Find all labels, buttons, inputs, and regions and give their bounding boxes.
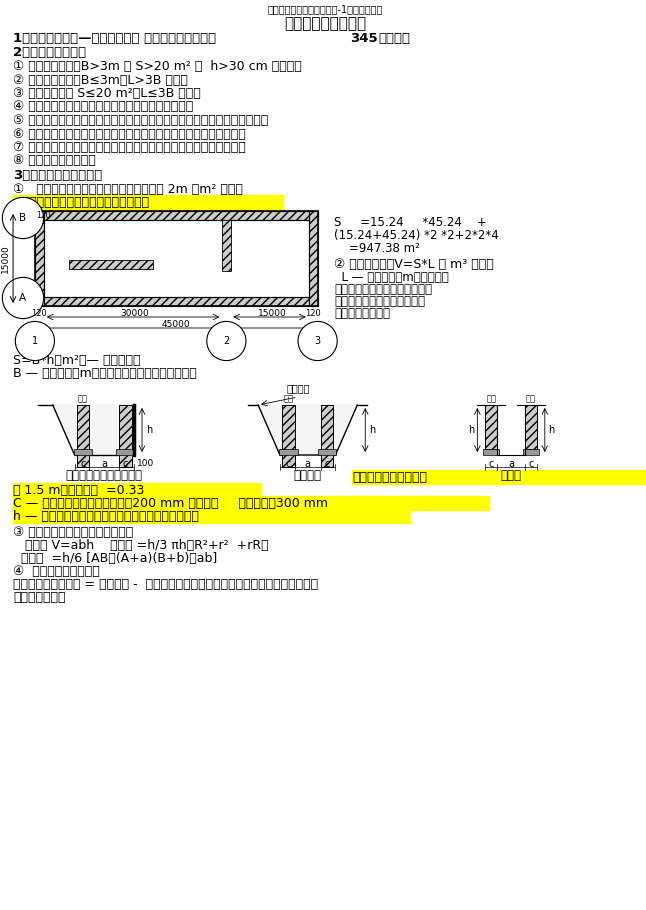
Text: ④  回填土按体积计算。: ④ 回填土按体积计算。 xyxy=(13,565,100,578)
Bar xyxy=(352,470,645,484)
Bar xyxy=(13,496,489,510)
Text: h: h xyxy=(548,425,554,435)
Bar xyxy=(309,211,318,306)
Text: 图示基础中心线长度计算，内墙: 图示基础中心线长度计算，内墙 xyxy=(335,283,432,296)
Text: h: h xyxy=(146,425,152,435)
Text: c: c xyxy=(528,459,534,469)
Polygon shape xyxy=(258,405,357,455)
Text: S=B*h（m²）— 沟槽截面积: S=B*h（m²）— 沟槽截面积 xyxy=(13,354,141,367)
Text: 按图示基础底宽加工作面宽度: 按图示基础底宽加工作面宽度 xyxy=(335,295,426,308)
Bar xyxy=(525,405,537,449)
Text: ④ 土方、地坑、地槽分干、湿土两类。土质有四种。: ④ 土方、地坑、地槽分干、湿土两类。土质有四种。 xyxy=(13,100,193,114)
Text: 第一节、土石方工程: 第一节、土石方工程 xyxy=(284,16,367,31)
Bar xyxy=(320,405,333,467)
Bar xyxy=(74,449,92,455)
Bar xyxy=(35,211,318,306)
Text: 墙基础及柱等）: 墙基础及柱等） xyxy=(13,591,65,604)
Text: ⑧ 余土外运、缺土内运: ⑧ 余土外运、缺土内运 xyxy=(13,155,96,167)
Text: 垫层: 垫层 xyxy=(526,394,536,403)
Text: 45000: 45000 xyxy=(162,320,191,329)
Bar xyxy=(13,509,410,523)
Text: S     =15.24     *45.24    +: S =15.24 *45.24 + xyxy=(335,216,487,229)
Text: ⑦ 平整场地指不符合挖土方、基槽、地坑的人工就地挖、填、找平。: ⑦ 平整场地指不符合挖土方、基槽、地坑的人工就地挖、填、找平。 xyxy=(13,141,246,154)
Text: 单面放坡、单面支挡土板: 单面放坡、单面支挡土板 xyxy=(66,469,143,482)
Text: h: h xyxy=(370,425,375,435)
Text: B — 沟槽宽度（m）按设计宽度加工作面宽度计算: B — 沟槽宽度（m）按设计宽度加工作面宽度计算 xyxy=(13,367,197,380)
Text: 3: 3 xyxy=(315,336,320,346)
Bar xyxy=(523,449,539,455)
Text: A: A xyxy=(19,293,26,303)
Bar xyxy=(279,449,298,455)
Bar xyxy=(77,405,89,467)
Bar xyxy=(485,405,497,449)
Text: ① 人工挖土方指：B>3m 或 S>20 m² 或  h>30 cm 的土方。: ① 人工挖土方指：B>3m 或 S>20 m² 或 h>30 cm 的土方。 xyxy=(13,60,302,73)
Bar xyxy=(44,220,309,297)
Text: 120: 120 xyxy=(36,211,50,220)
Text: a: a xyxy=(305,459,311,469)
Text: ①   平整场地按建筑物外墙外边线每边各加 2m 以m² 计算。: ① 平整场地按建筑物外墙外边线每边各加 2m 以m² 计算。 xyxy=(13,183,243,196)
Text: 不放坡: 不放坡 xyxy=(501,469,521,482)
Text: ② 人工挖沟槽指：B≤3m，L>3B 的挖土: ② 人工挖沟槽指：B≤3m，L>3B 的挖土 xyxy=(13,74,188,86)
Text: 1、了解本节内容—包含人工、机 械土石方两部份，共: 1、了解本节内容—包含人工、机 械土石方两部份，共 xyxy=(13,32,216,45)
Text: 345: 345 xyxy=(350,32,378,45)
Bar xyxy=(222,220,231,271)
Text: h: h xyxy=(468,425,474,435)
Text: ③ 人工挖基坑：按基坑体积计算。: ③ 人工挖基坑：按基坑体积计算。 xyxy=(13,526,133,539)
Bar xyxy=(318,449,337,455)
Text: 2: 2 xyxy=(224,336,229,346)
Text: (15.24+45.24) *2 *2+2*2*4: (15.24+45.24) *2 *2+2*2*4 xyxy=(335,229,499,242)
Bar xyxy=(68,260,153,269)
Text: c: c xyxy=(324,459,329,469)
Text: 垫层: 垫层 xyxy=(486,394,496,403)
Text: 人工挖三类土，深度超: 人工挖三类土，深度超 xyxy=(352,471,428,484)
Text: c: c xyxy=(123,459,129,469)
Text: 30000: 30000 xyxy=(121,309,149,318)
Text: 15000: 15000 xyxy=(258,309,286,318)
Text: ③ 人工挖基坑指 S≤20 m²，L≤3B 的挖土: ③ 人工挖基坑指 S≤20 m²，L≤3B 的挖土 xyxy=(13,87,201,100)
Bar xyxy=(116,449,135,455)
Bar xyxy=(35,211,318,220)
Text: 3、掌握常用计算规则：: 3、掌握常用计算规则： xyxy=(13,169,102,182)
Text: c: c xyxy=(286,459,291,469)
Text: L — 沟槽长度（m），外墙按: L — 沟槽长度（m），外墙按 xyxy=(335,271,449,284)
Text: 15000: 15000 xyxy=(1,244,10,273)
Text: 120: 120 xyxy=(32,309,47,318)
Text: =947.38 m²: =947.38 m² xyxy=(335,242,421,255)
Polygon shape xyxy=(53,405,134,455)
Bar xyxy=(35,297,318,306)
Text: 倒棱台  =h/6 [AB＋(A+a)(B+b)＋ab]: 倒棱台 =h/6 [AB＋(A+a)(B+b)＋ab] xyxy=(13,552,217,565)
Bar xyxy=(35,211,44,306)
Text: 基槽、坑回填土体积 = 挖土体积 -  设计室外地坪以下埋设的体积（包括基础垫层、柱、: 基槽、坑回填土体积 = 挖土体积 - 设计室外地坪以下埋设的体积（包括基础垫层、… xyxy=(13,578,318,591)
Text: 土建工程量计算规则及案例-1、土石方工程: 土建工程量计算规则及案例-1、土石方工程 xyxy=(268,4,383,14)
Text: 双面放坡: 双面放坡 xyxy=(294,469,322,482)
Text: ② 人工挖沟槽：V=S*L 以 m³ 计算。: ② 人工挖沟槽：V=S*L 以 m³ 计算。 xyxy=(335,258,494,271)
Text: c: c xyxy=(488,459,494,469)
Bar xyxy=(120,405,132,467)
Text: 120: 120 xyxy=(306,309,321,318)
Text: C — 工作面宽度，砖基础每边：200 mm ，混凝土     基础每边：300 mm: C — 工作面宽度，砖基础每边：200 mm ，混凝土 基础每边：300 mm xyxy=(13,497,328,510)
Text: 长方体 V=abh    倒圆台 =h/3 πh（R²+r²  +rR）: 长方体 V=abh 倒圆台 =h/3 πh（R²+r² +rR） xyxy=(13,539,269,552)
Text: c: c xyxy=(80,459,86,469)
Text: 100: 100 xyxy=(137,459,154,468)
Text: ⑥ 回填土指将符合要求的土料填充到需要的部份，可分为松、夯填。: ⑥ 回填土指将符合要求的土料填充到需要的部份，可分为松、夯填。 xyxy=(13,127,246,140)
Text: ▲例：计算下图建筑物平整场地工程量。: ▲例：计算下图建筑物平整场地工程量。 xyxy=(13,196,150,209)
Text: 1: 1 xyxy=(32,336,38,346)
Bar xyxy=(282,405,295,467)
Text: 垫层: 垫层 xyxy=(284,394,293,403)
Text: 之间净长度计算。: 之间净长度计算。 xyxy=(335,307,390,320)
Text: B: B xyxy=(19,213,26,223)
Text: 个子目。: 个子目。 xyxy=(378,32,410,45)
Text: ⑤ 原土打夯中原土指自然状态下的地表面或开挖出的槽（坑）底部原状土。: ⑤ 原土打夯中原土指自然状态下的地表面或开挖出的槽（坑）底部原状土。 xyxy=(13,114,268,127)
Bar xyxy=(483,449,499,455)
Text: h — 挖土高度，自垫层下表面至设计室外地坪标高。: h — 挖土高度，自垫层下表面至设计室外地坪标高。 xyxy=(13,510,199,523)
Text: 垫层: 垫层 xyxy=(78,394,88,403)
Text: 过 1.5 m，放坡系数  =0.33: 过 1.5 m，放坡系数 =0.33 xyxy=(13,484,145,497)
Bar xyxy=(13,195,283,209)
Text: 2、熟悉有关规定：: 2、熟悉有关规定： xyxy=(13,46,86,59)
Text: a: a xyxy=(101,459,107,469)
Bar xyxy=(13,483,261,497)
Text: 室外地坪: 室外地坪 xyxy=(286,383,309,393)
Text: a: a xyxy=(508,459,514,469)
